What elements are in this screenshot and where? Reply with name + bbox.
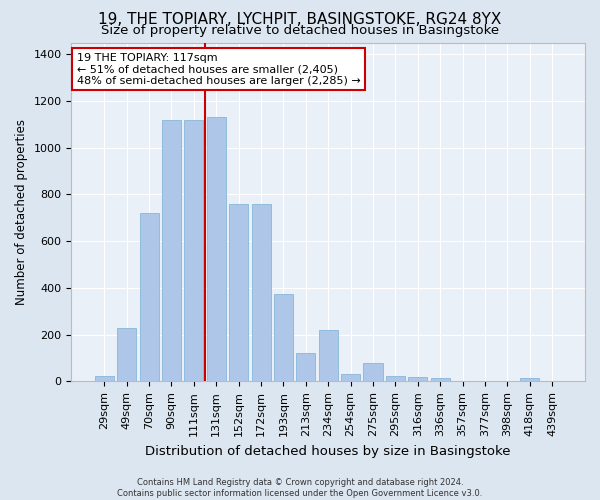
Bar (319, 330, 338, 382)
Bar (162, 120, 181, 382)
X-axis label: Distribution of detached houses by size in Basingstoke: Distribution of detached houses by size … (145, 444, 511, 458)
Bar (95, 376, 114, 382)
Bar (184, 120, 203, 382)
Bar (117, 328, 136, 382)
Bar (386, 376, 405, 382)
Text: Contains HM Land Registry data © Crown copyright and database right 2024.
Contai: Contains HM Land Registry data © Crown c… (118, 478, 482, 498)
Text: 19 THE TOPIARY: 117sqm
← 51% of detached houses are smaller (2,405)
48% of semi-: 19 THE TOPIARY: 117sqm ← 51% of detached… (77, 52, 360, 86)
Y-axis label: Number of detached properties: Number of detached properties (15, 119, 28, 305)
Bar (207, 118, 226, 382)
Bar (274, 294, 293, 382)
Text: Size of property relative to detached houses in Basingstoke: Size of property relative to detached ho… (101, 24, 499, 37)
Bar (341, 374, 360, 382)
Bar (520, 378, 539, 382)
Bar (251, 204, 271, 382)
Bar (408, 377, 427, 382)
Bar (364, 362, 383, 382)
Bar (140, 213, 158, 382)
Bar (229, 204, 248, 382)
Text: 19, THE TOPIARY, LYCHPIT, BASINGSTOKE, RG24 8YX: 19, THE TOPIARY, LYCHPIT, BASINGSTOKE, R… (98, 12, 502, 28)
Bar (431, 378, 449, 382)
Bar (296, 354, 316, 382)
